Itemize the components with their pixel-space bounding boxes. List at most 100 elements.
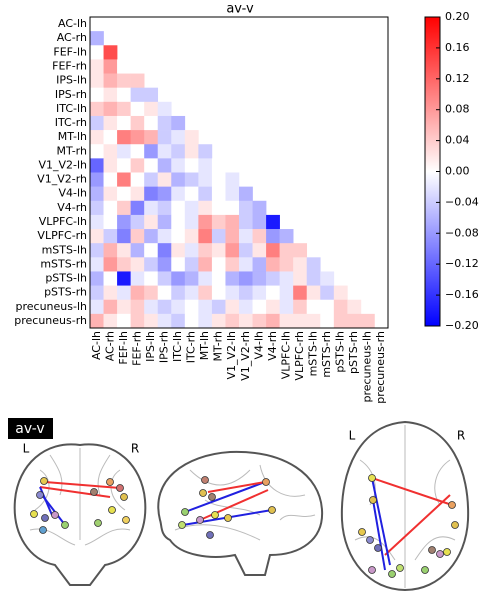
heatmap-cell	[239, 186, 253, 202]
heatmap-cell	[239, 214, 253, 230]
node	[368, 474, 376, 482]
chart-title: av-v	[226, 2, 254, 17]
heatmap-cell	[239, 229, 253, 244]
heatmap-cell	[90, 299, 104, 315]
heatmap-cell	[211, 186, 226, 202]
heatmap-cell	[157, 257, 172, 272]
heatmap-cell	[211, 172, 226, 187]
heatmap-cell	[239, 243, 253, 258]
x-tick-label: MT-lh	[198, 331, 211, 360]
heatmap-cell	[306, 313, 321, 329]
heatmap-cell	[90, 144, 104, 159]
y-tick-label: precuneus-lh	[16, 300, 88, 313]
heatmap-cell	[320, 285, 335, 301]
node	[116, 484, 124, 492]
heatmap-cell	[130, 130, 145, 145]
x-tick-label: ITC-lh	[171, 331, 184, 362]
heatmap-cell	[333, 285, 348, 301]
node	[358, 528, 366, 536]
x-tick-label: V1_V2-rh	[239, 331, 252, 381]
heatmap-cell	[225, 172, 240, 187]
heatmap-cell	[184, 172, 199, 187]
heatmap-cell	[184, 214, 199, 230]
heatmap-cell	[279, 285, 294, 301]
heatmap-cell	[117, 115, 131, 131]
heatmap-cell	[333, 313, 348, 329]
colorbar-tick-label: 0.20	[445, 10, 470, 23]
x-tick-label: mSTS-lh	[307, 331, 320, 376]
heatmap-cell	[252, 257, 267, 272]
heatmap-cell	[239, 200, 253, 216]
colorbar-tick-label: 0.00	[445, 165, 470, 178]
y-tick-label: IPS-rh	[55, 88, 87, 101]
heatmap-cell	[157, 214, 172, 230]
node	[208, 493, 216, 501]
heatmap-cell	[171, 299, 186, 315]
heatmap-cell	[293, 257, 308, 272]
edge	[39, 486, 111, 498]
heatmap-cell	[266, 313, 280, 329]
heatmap-cell	[117, 186, 131, 202]
heatmap-cell	[130, 243, 145, 258]
x-tick-label: V1_V2-lh	[225, 331, 238, 380]
heatmap-cell	[103, 101, 118, 117]
node	[30, 510, 38, 518]
y-tick-label: ITC-lh	[56, 102, 87, 115]
heatmap-cell	[225, 200, 240, 216]
heatmap-cell	[144, 271, 159, 286]
heatmap-cell	[211, 271, 226, 286]
heatmap-cell	[90, 87, 104, 103]
connectome: av-v L R L R	[8, 418, 470, 592]
heatmap-cell	[225, 257, 240, 272]
heatmap-cell	[279, 257, 294, 272]
heatmap-cell	[266, 257, 280, 272]
y-tick-label: pSTS-lh	[45, 272, 87, 285]
colorbar-tick-label: −0.20	[445, 319, 479, 332]
heatmap-cell	[198, 158, 213, 173]
heatmap-cell	[144, 243, 159, 258]
heatmap-cell	[225, 229, 240, 244]
node	[388, 570, 396, 578]
edge	[372, 499, 386, 571]
heatmap-cell	[198, 200, 213, 216]
heatmap-cell	[239, 299, 253, 315]
colorbar-tick-label: −0.08	[445, 226, 479, 239]
node	[211, 511, 219, 519]
node	[206, 531, 214, 539]
heatmap-cell	[130, 158, 145, 173]
node	[94, 519, 102, 527]
heatmap-cell	[171, 214, 186, 230]
x-tick-label: VLPFC-lh	[279, 331, 292, 379]
colorbar-tick-label: 0.08	[445, 103, 470, 116]
heatmap-cell	[103, 271, 118, 286]
heatmap-cell	[90, 101, 104, 117]
heatmap-cell	[117, 257, 131, 272]
heatmap-cell	[266, 285, 280, 301]
heatmap-cell	[320, 299, 335, 315]
heatmap-cell	[252, 200, 267, 216]
heatmap-cell	[103, 172, 118, 187]
heatmap-cell	[171, 257, 186, 272]
colorbar-tick-label: 0.04	[445, 134, 470, 147]
x-tick-label: VLPFC-rh	[293, 331, 306, 381]
heatmap-cell	[306, 257, 321, 272]
heatmap-cell	[171, 115, 186, 131]
edge	[184, 481, 266, 513]
y-tick-label: V4-rh	[57, 201, 87, 214]
y-tick-label: pSTS-rh	[44, 286, 87, 299]
heatmap-cell	[252, 271, 267, 286]
heatmap-cell	[211, 214, 226, 230]
heatmap-cell	[211, 229, 226, 244]
edge	[371, 477, 453, 506]
heatmap-cell	[239, 313, 253, 329]
colorbar-tick-label: −0.04	[445, 195, 479, 208]
heatmap-cell	[184, 229, 199, 244]
heatmap-cell	[320, 271, 335, 286]
heatmap-cell	[130, 313, 145, 329]
heatmap-cell	[117, 285, 131, 301]
heatmap-cell	[130, 144, 145, 159]
heatmap-cell	[117, 101, 131, 117]
heatmap-cell	[130, 115, 145, 131]
heatmap-cell	[157, 229, 172, 244]
heatmap-cell	[252, 285, 267, 301]
